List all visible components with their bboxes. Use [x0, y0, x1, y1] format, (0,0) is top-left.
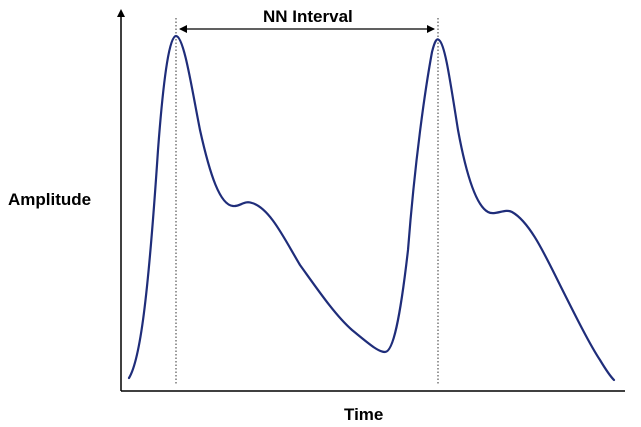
nn-interval-label: NN Interval — [263, 7, 353, 26]
y-axis-label: Amplitude — [8, 190, 92, 209]
x-axis-label: Time — [344, 405, 384, 424]
pulse-waveform — [127, 34, 616, 382]
